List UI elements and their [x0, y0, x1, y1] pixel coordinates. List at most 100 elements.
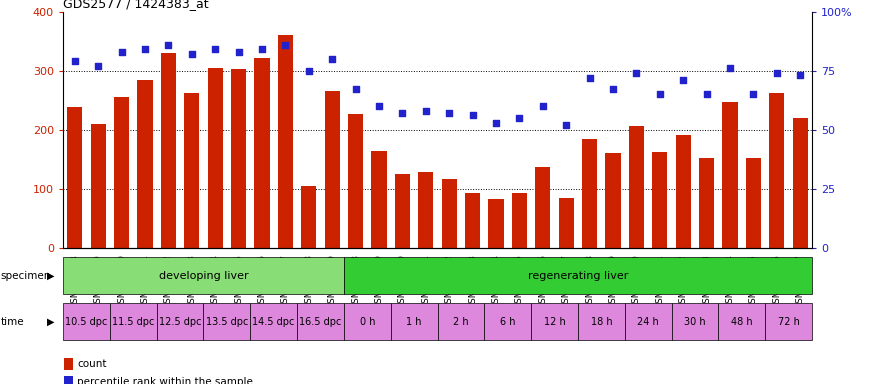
Bar — [64, 358, 74, 370]
Text: specimen: specimen — [1, 270, 52, 281]
Bar — [438, 303, 485, 340]
Text: 13.5 dpc: 13.5 dpc — [206, 316, 248, 327]
Text: 2 h: 2 h — [453, 316, 469, 327]
Text: 10.5 dpc: 10.5 dpc — [66, 316, 108, 327]
Bar — [371, 151, 387, 248]
Text: regenerating liver: regenerating liver — [528, 270, 628, 281]
Bar — [344, 303, 390, 340]
Bar — [301, 186, 317, 248]
Bar — [184, 93, 200, 248]
Bar — [207, 68, 223, 248]
Bar — [723, 103, 738, 248]
Point — [653, 91, 667, 97]
Text: 14.5 dpc: 14.5 dpc — [253, 316, 295, 327]
Point — [489, 119, 503, 126]
Point — [255, 46, 269, 52]
Bar — [531, 303, 578, 340]
Point — [326, 56, 340, 62]
Bar — [250, 303, 298, 340]
Text: 24 h: 24 h — [637, 316, 659, 327]
Bar — [418, 172, 433, 248]
Bar — [67, 107, 82, 248]
Bar — [652, 152, 668, 248]
Point — [629, 70, 643, 76]
Bar — [793, 118, 808, 248]
Bar — [114, 96, 130, 248]
Bar — [348, 114, 363, 248]
Bar — [63, 303, 110, 340]
Text: 72 h: 72 h — [778, 316, 800, 327]
Bar — [488, 199, 504, 248]
Point — [185, 51, 199, 57]
Bar — [395, 174, 410, 248]
Text: 6 h: 6 h — [500, 316, 515, 327]
Bar — [277, 35, 293, 248]
Point — [302, 68, 316, 74]
Bar — [746, 158, 761, 248]
Bar — [203, 303, 250, 340]
Point — [138, 46, 152, 52]
Bar — [536, 167, 550, 248]
Point — [348, 86, 362, 93]
Point — [559, 122, 573, 128]
Point — [232, 49, 246, 55]
Bar — [298, 303, 344, 340]
Bar — [64, 376, 74, 384]
Text: time: time — [1, 316, 24, 327]
Text: 12 h: 12 h — [543, 316, 565, 327]
Text: 30 h: 30 h — [684, 316, 706, 327]
Bar — [63, 257, 344, 294]
Bar — [157, 303, 203, 340]
Text: developing liver: developing liver — [158, 270, 248, 281]
Bar — [465, 194, 480, 248]
Text: GDS2577 / 1424383_at: GDS2577 / 1424383_at — [63, 0, 208, 10]
Bar — [137, 80, 152, 248]
Text: 12.5 dpc: 12.5 dpc — [158, 316, 201, 327]
Bar — [485, 303, 531, 340]
Point — [91, 63, 105, 69]
Bar — [676, 135, 691, 248]
Text: 0 h: 0 h — [360, 316, 375, 327]
Bar — [578, 303, 625, 340]
Text: count: count — [77, 359, 107, 369]
Point — [419, 108, 433, 114]
Text: 11.5 dpc: 11.5 dpc — [112, 316, 154, 327]
Bar — [442, 179, 457, 248]
Bar — [231, 70, 246, 248]
Point — [746, 91, 760, 97]
Bar — [718, 303, 765, 340]
Point — [161, 41, 175, 48]
Bar — [765, 303, 812, 340]
Point — [770, 70, 784, 76]
Text: ▶: ▶ — [46, 270, 54, 281]
Point — [115, 49, 129, 55]
Text: percentile rank within the sample: percentile rank within the sample — [77, 377, 253, 384]
Bar — [512, 193, 527, 248]
Bar — [161, 53, 176, 248]
Bar — [110, 303, 157, 340]
Bar — [255, 58, 270, 248]
Point — [466, 113, 480, 119]
Bar — [699, 158, 714, 248]
Point — [676, 77, 690, 83]
Bar — [606, 152, 620, 248]
Text: 1 h: 1 h — [406, 316, 422, 327]
Bar — [390, 303, 438, 340]
Point — [396, 110, 410, 116]
Point — [794, 72, 808, 78]
Bar — [90, 124, 106, 248]
Point — [700, 91, 714, 97]
Bar — [344, 257, 812, 294]
Point — [278, 41, 292, 48]
Point — [67, 58, 81, 64]
Point — [723, 65, 737, 71]
Point — [513, 115, 527, 121]
Point — [208, 46, 222, 52]
Text: 16.5 dpc: 16.5 dpc — [299, 316, 341, 327]
Bar — [625, 303, 672, 340]
Bar — [325, 91, 340, 248]
Text: 18 h: 18 h — [591, 316, 612, 327]
Bar — [629, 126, 644, 248]
Point — [606, 86, 620, 93]
Bar — [672, 303, 718, 340]
